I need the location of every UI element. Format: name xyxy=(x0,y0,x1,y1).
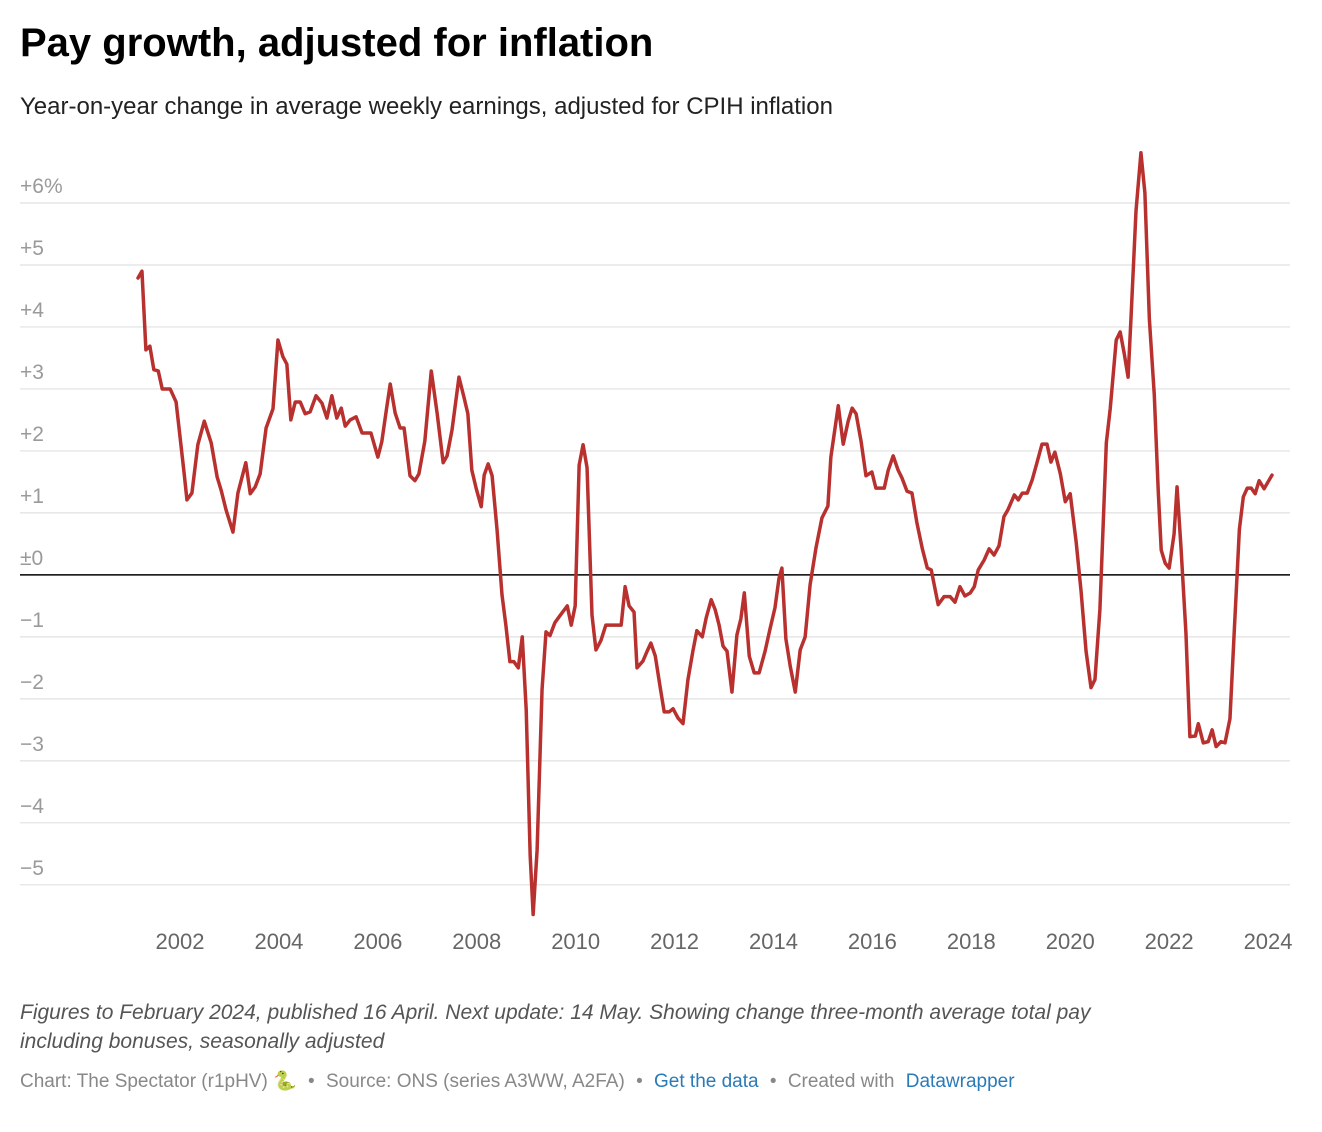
x-tick-label: 2014 xyxy=(749,929,798,954)
get-data-link[interactable]: Get the data xyxy=(654,1071,759,1092)
x-tick-label: 2006 xyxy=(353,929,402,954)
x-tick-label: 2020 xyxy=(1046,929,1095,954)
plot-area: +6% +5 +4 +3 +2 +1 ±0 −1 −2 −3 −4 −5 2002 2004 2006 200… xyxy=(20,151,1293,954)
y-tick-label: −1 xyxy=(20,609,44,632)
x-tick-label: 2016 xyxy=(848,929,897,954)
y-tick-label: −5 xyxy=(20,857,44,880)
separator: • xyxy=(308,1071,315,1092)
y-tick-label: +1 xyxy=(20,485,44,508)
x-tick-label: 2018 xyxy=(947,929,996,954)
data-line xyxy=(136,151,1274,917)
y-tick-label: −2 xyxy=(20,671,44,694)
footer: Chart: The Spectator (r1pHV) 🐍 • Source:… xyxy=(20,1069,1015,1092)
note: including bonuses, seasonally adjusted xyxy=(20,1030,386,1053)
note: Figures to February 2024, published 16 A… xyxy=(20,1001,1092,1024)
separator: • xyxy=(770,1071,777,1092)
y-tick-label: ±0 xyxy=(20,547,43,570)
source: Source: ONS (series A3WW, A2FA) xyxy=(326,1071,625,1092)
credit: Chart: The Spectator (r1pHV) 🐍 xyxy=(20,1069,297,1092)
x-tick-label: 2012 xyxy=(650,929,699,954)
y-tick-label: +2 xyxy=(20,423,44,446)
created-with: Created with xyxy=(788,1071,895,1092)
y-tick-label: +5 xyxy=(20,237,44,260)
x-tick-label: 2004 xyxy=(254,929,303,954)
datawrapper-link[interactable]: Datawrapper xyxy=(906,1071,1015,1092)
y-tick-label: +4 xyxy=(20,299,44,322)
x-tick-label: 2022 xyxy=(1145,929,1194,954)
x-tick-label: 2024 xyxy=(1244,929,1293,954)
x-tick-label: 2010 xyxy=(551,929,600,954)
x-tick-label: 2008 xyxy=(452,929,501,954)
y-tick-label: −4 xyxy=(20,795,44,818)
chart-subtitle: Year-on-year change in average weekly ea… xyxy=(20,93,833,120)
x-tick-label: 2002 xyxy=(156,929,205,954)
y-tick-label: −3 xyxy=(20,733,44,756)
separator: • xyxy=(636,1071,643,1092)
y-tick-label: +6% xyxy=(20,175,63,198)
y-tick-label: +3 xyxy=(20,361,44,384)
chart-title: Pay growth, adjusted for inflation xyxy=(20,21,653,65)
